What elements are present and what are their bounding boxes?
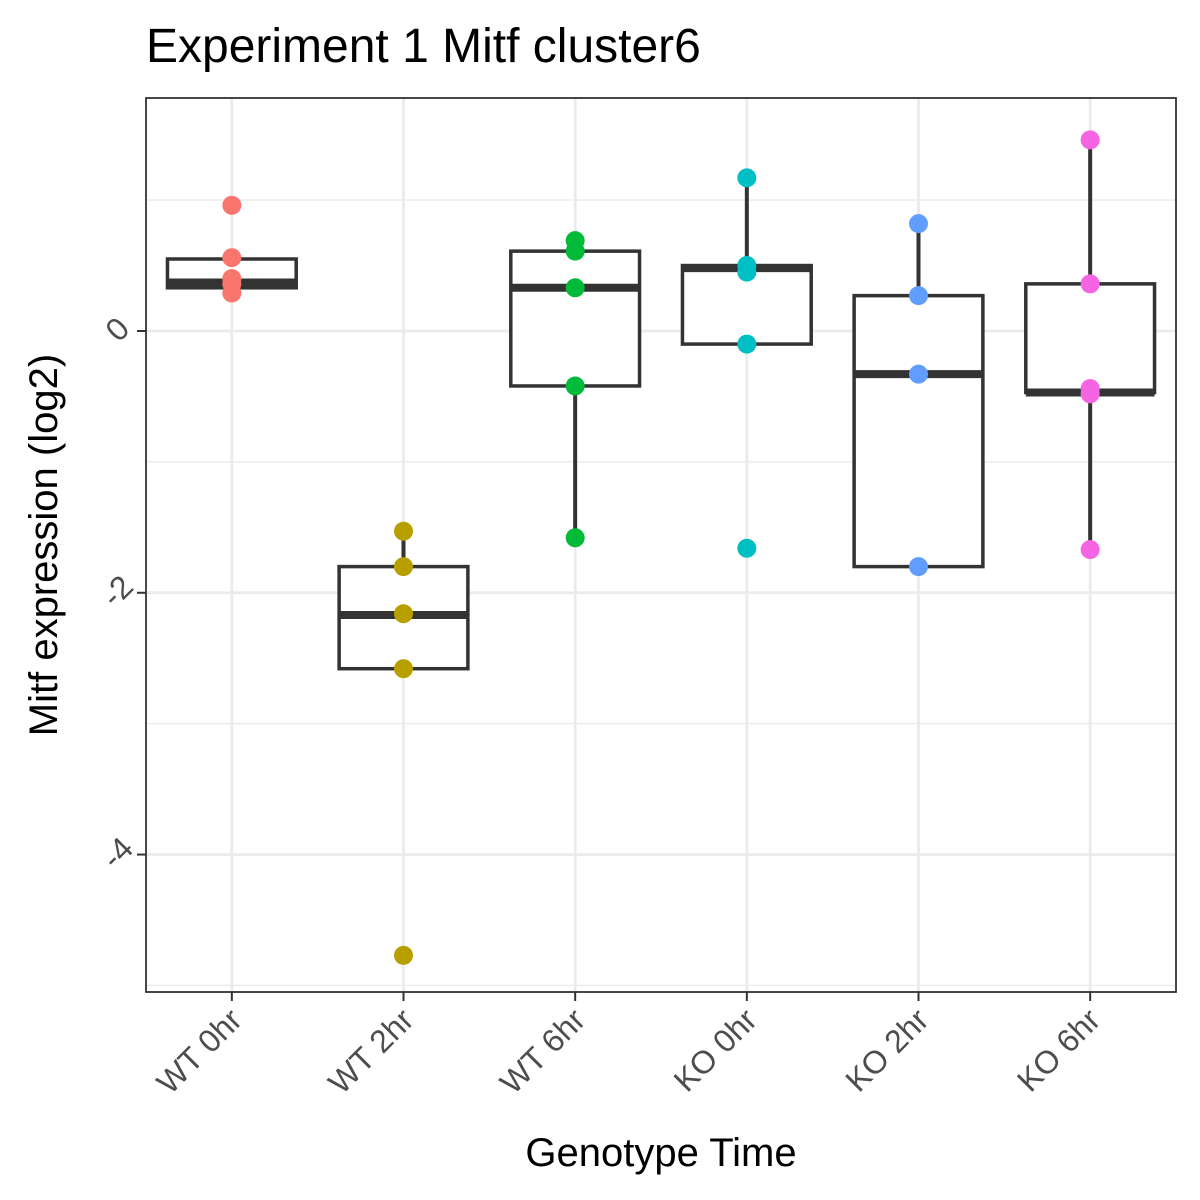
box-body	[509, 249, 642, 388]
data-point	[1080, 540, 1100, 560]
data-point	[394, 521, 413, 541]
data-point	[909, 557, 928, 577]
chart-title: Experiment 1 Mitf cluster6	[146, 20, 701, 73]
data-point	[222, 248, 242, 268]
box-5	[852, 223, 985, 569]
data-point	[222, 195, 242, 215]
data-point	[737, 168, 757, 188]
data-point	[737, 538, 757, 558]
data-point	[1080, 384, 1100, 404]
data-point	[394, 945, 413, 965]
data-point	[565, 528, 585, 548]
data-point	[1080, 130, 1100, 150]
data-point	[565, 241, 585, 261]
data-point	[565, 278, 585, 298]
data-point	[565, 376, 585, 396]
box-body	[852, 293, 985, 569]
data-point	[909, 364, 928, 384]
data-point	[909, 214, 928, 234]
data-point	[737, 334, 757, 354]
y-axis-title: Mitf expression (log2)	[22, 354, 66, 736]
data-point	[1080, 274, 1100, 294]
box-body	[680, 263, 813, 346]
x-axis-title: Genotype Time	[525, 1131, 796, 1175]
data-point	[737, 262, 757, 282]
data-point	[909, 286, 928, 306]
data-point	[394, 604, 413, 624]
box-body	[1024, 282, 1157, 395]
data-point	[394, 557, 413, 577]
data-point	[222, 283, 242, 303]
data-point	[394, 659, 413, 679]
panel-border	[145, 97, 1177, 993]
